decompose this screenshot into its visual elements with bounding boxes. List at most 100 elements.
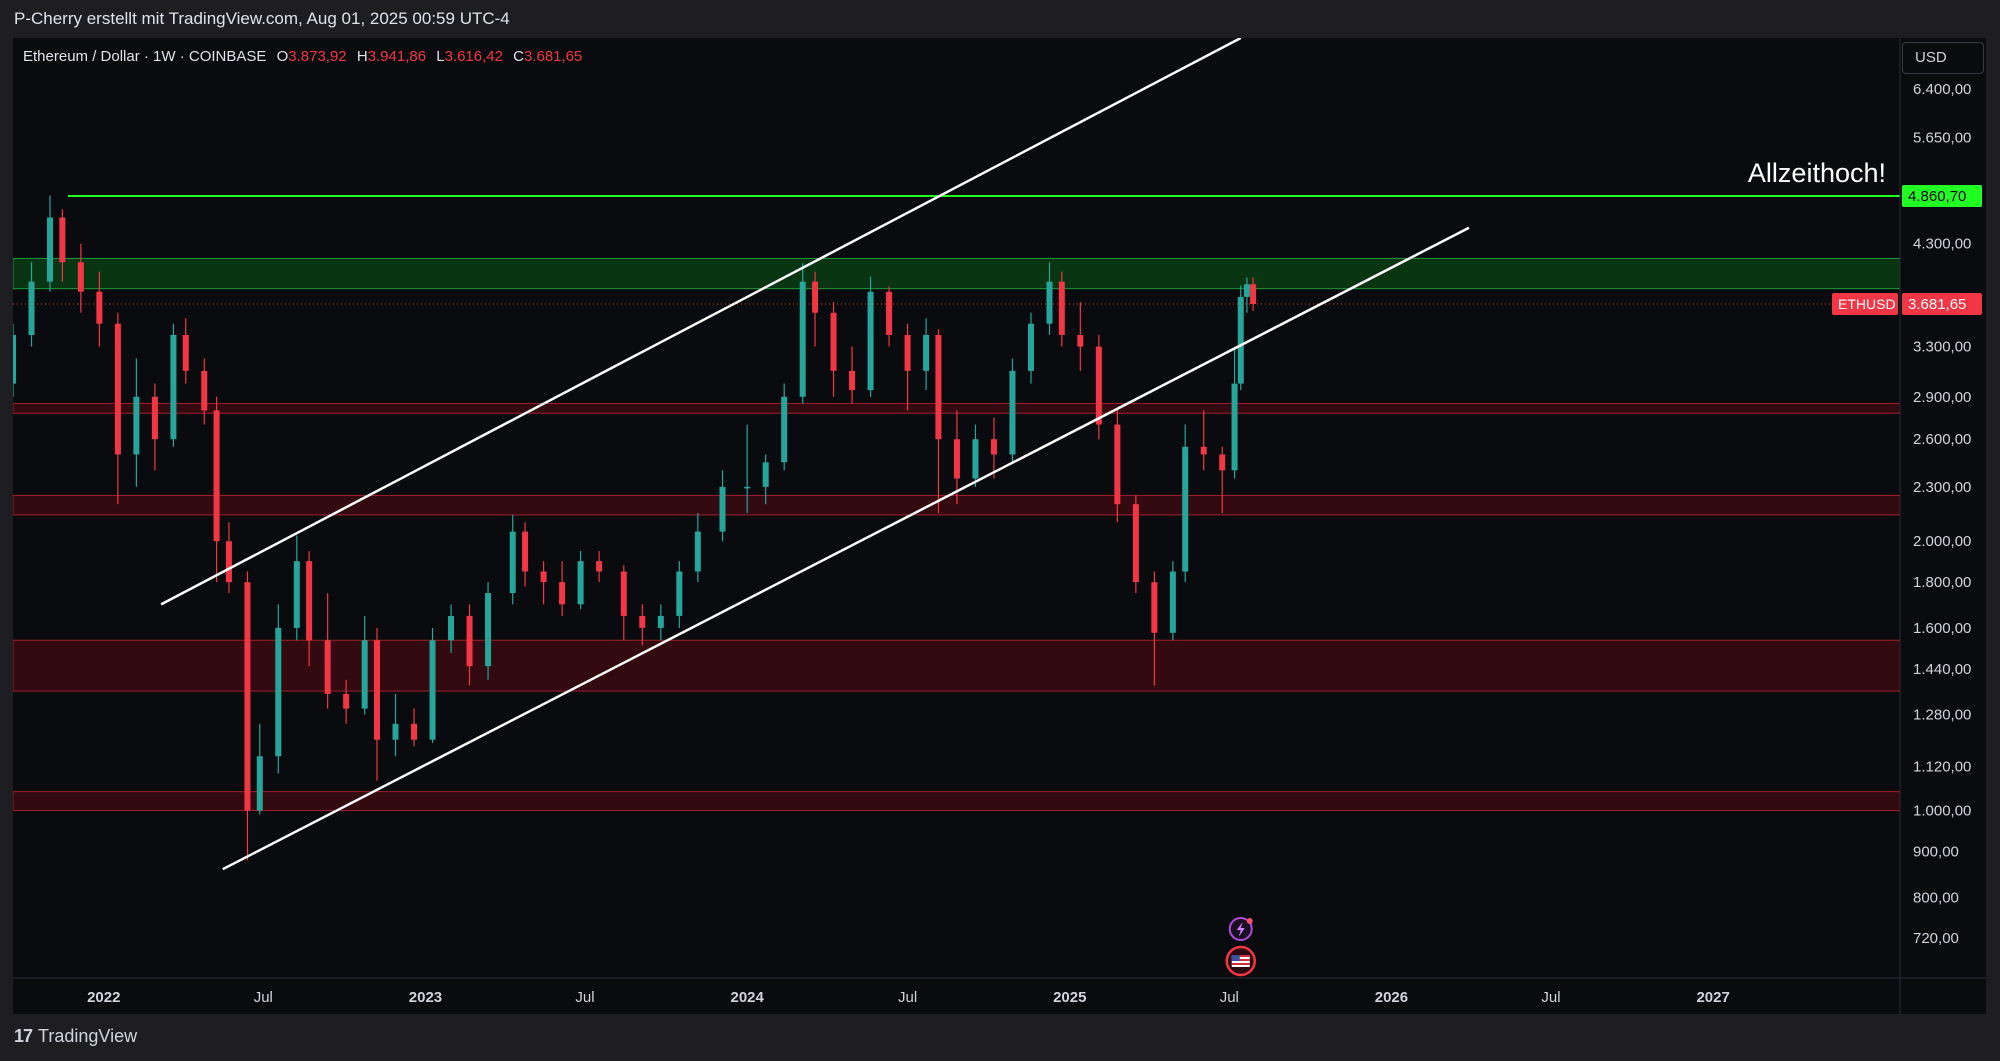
candle-body	[1169, 571, 1176, 633]
candle	[77, 243, 84, 313]
trendline	[160, 38, 1242, 606]
x-tick-label: Jul	[1220, 989, 1239, 1006]
candle-body	[657, 615, 664, 628]
candle-body	[522, 531, 529, 572]
y-tick-label: 1.440,00	[1913, 661, 1971, 678]
candle	[990, 417, 997, 479]
candle-body	[812, 281, 819, 313]
attribution-text: P-Cherry erstellt mit TradingView.com, A…	[14, 9, 510, 28]
candle-body	[182, 334, 189, 371]
candle	[201, 358, 208, 425]
lightning-event-icon-dot	[1246, 918, 1253, 924]
candle-body	[1151, 582, 1158, 633]
us-flag-event-icon-stripe	[1231, 955, 1250, 957]
candle	[1027, 312, 1034, 384]
candle	[577, 551, 584, 609]
candle	[306, 551, 313, 667]
candle-body	[849, 370, 856, 391]
candle	[213, 396, 220, 583]
x-tick-label: Jul	[575, 989, 594, 1006]
candle-body	[781, 396, 788, 463]
candle-body	[1095, 346, 1102, 425]
candle-body	[170, 334, 177, 440]
candle	[1169, 561, 1176, 641]
tradingview-brand[interactable]: 17 TradingView	[14, 1026, 137, 1047]
candle-body	[676, 571, 683, 616]
candle	[448, 604, 455, 653]
candle-body	[293, 561, 300, 628]
candle-body	[392, 723, 399, 740]
price-label-badge	[1902, 293, 1982, 316]
candle-body	[244, 582, 251, 811]
candle-body	[972, 439, 979, 479]
price-label-text: 3.681,65	[1908, 296, 1966, 313]
candle	[830, 302, 837, 397]
candle-body	[620, 571, 627, 616]
candle-body	[719, 486, 726, 532]
candle	[466, 604, 473, 686]
candle-body	[485, 593, 492, 667]
currency-selector[interactable]: USD	[1902, 42, 1984, 74]
candle-body	[886, 291, 893, 335]
candle-body	[904, 334, 911, 371]
price-chart[interactable]: 6.400,00 5.650,00 4.300,00 3.300,00 2.900,00…	[13, 38, 1986, 1014]
chart-frame[interactable]: 6.400,00 5.650,00 4.300,00 3.300,00 2.900,00…	[13, 38, 1986, 1014]
candle	[411, 708, 418, 747]
close-value: 3.681,65	[523, 48, 583, 65]
candle	[935, 329, 942, 514]
symbol-tag-text: ETHUSD	[1838, 296, 1896, 312]
candle-body	[1009, 370, 1016, 455]
candle	[1077, 302, 1084, 371]
us-flag-event-icon	[1225, 945, 1256, 977]
candle-body	[1231, 383, 1238, 471]
candle	[1219, 446, 1226, 514]
symbol-tag-badge	[1832, 293, 1898, 316]
candle-body	[1250, 284, 1257, 305]
candle-body	[59, 217, 66, 263]
y-tick-label: 1.280,00	[1913, 707, 1971, 724]
candle-body	[923, 334, 930, 371]
candle	[540, 561, 547, 605]
candle	[1009, 358, 1016, 463]
y-tick-label: 1.000,00	[1913, 803, 1971, 820]
candle-body	[867, 291, 874, 391]
y-tick-label: 1.600,00	[1913, 620, 1971, 637]
candle	[1058, 271, 1065, 347]
high-label: H	[356, 48, 368, 65]
y-tick-label: 2.600,00	[1913, 431, 1971, 448]
trendline	[222, 226, 1470, 871]
x-tick-label: 2027	[1696, 989, 1729, 1006]
low-label: L	[436, 48, 445, 65]
candle-body	[429, 640, 436, 740]
candle	[133, 358, 140, 487]
candle	[694, 513, 701, 583]
candle	[374, 627, 381, 781]
symbol-title: Ethereum / Dollar · 1W · COINBASE	[23, 48, 267, 65]
candle	[676, 561, 683, 628]
tradingview-logo-icon: 17	[14, 1026, 33, 1046]
x-tick-label: Jul	[898, 989, 917, 1006]
us-flag-event-icon-stripe	[1231, 959, 1250, 961]
candle	[886, 286, 893, 347]
price-label-text: 4.860,70	[1908, 188, 1966, 205]
close-label: C	[513, 48, 524, 65]
candle	[392, 693, 399, 757]
candle	[799, 263, 806, 404]
candle-body	[324, 640, 331, 694]
candle-body	[990, 439, 997, 455]
candle-body	[1219, 454, 1226, 471]
candle-body	[1058, 281, 1065, 335]
candle	[867, 276, 874, 397]
y-tick-label: 720,00	[1913, 930, 1959, 947]
price-label-badge	[1902, 185, 1982, 208]
candle	[114, 312, 121, 505]
candle	[429, 627, 436, 743]
candle	[1200, 410, 1207, 471]
us-flag-event-icon-canton	[1231, 955, 1240, 961]
candle	[59, 209, 66, 282]
candle-body	[1182, 446, 1189, 572]
header-bar: P-Cherry erstellt mit TradingView.com, A…	[0, 0, 2000, 38]
candle-body	[540, 571, 547, 583]
candle-body	[201, 370, 208, 411]
candle	[849, 346, 856, 404]
